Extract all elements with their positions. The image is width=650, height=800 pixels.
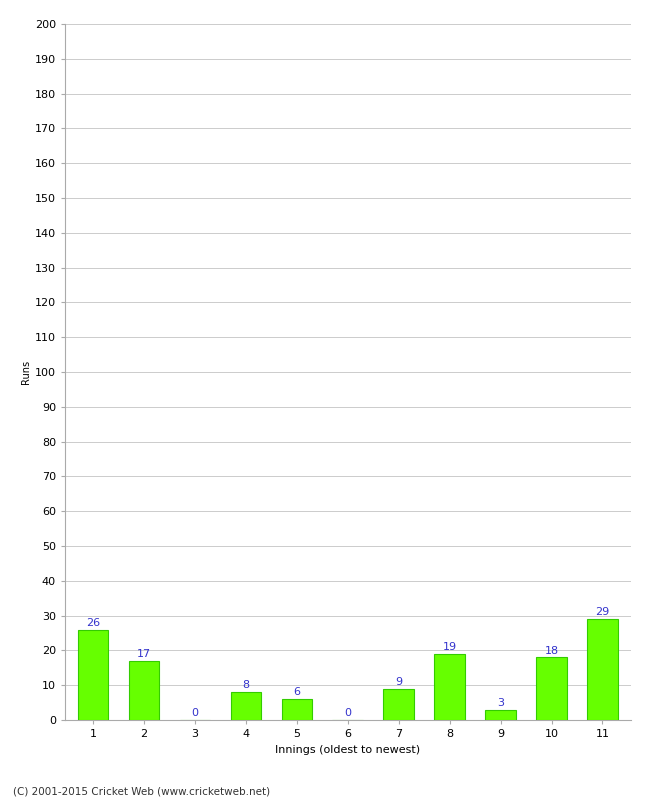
- Text: 9: 9: [395, 677, 402, 687]
- Bar: [434, 654, 465, 720]
- Y-axis label: Runs: Runs: [21, 360, 31, 384]
- Bar: [281, 699, 312, 720]
- Bar: [129, 661, 159, 720]
- X-axis label: Innings (oldest to newest): Innings (oldest to newest): [275, 745, 421, 754]
- Text: 8: 8: [242, 681, 250, 690]
- Bar: [384, 689, 414, 720]
- Text: 19: 19: [443, 642, 457, 652]
- Text: 18: 18: [545, 646, 558, 656]
- Text: 3: 3: [497, 698, 504, 708]
- Text: 6: 6: [293, 687, 300, 698]
- Text: 0: 0: [344, 708, 351, 718]
- Text: (C) 2001-2015 Cricket Web (www.cricketweb.net): (C) 2001-2015 Cricket Web (www.cricketwe…: [13, 786, 270, 796]
- Bar: [231, 692, 261, 720]
- Bar: [587, 619, 618, 720]
- Bar: [486, 710, 516, 720]
- Text: 26: 26: [86, 618, 100, 628]
- Bar: [536, 658, 567, 720]
- Text: 0: 0: [191, 708, 198, 718]
- Text: 17: 17: [137, 649, 151, 659]
- Bar: [78, 630, 109, 720]
- Text: 29: 29: [595, 607, 610, 618]
